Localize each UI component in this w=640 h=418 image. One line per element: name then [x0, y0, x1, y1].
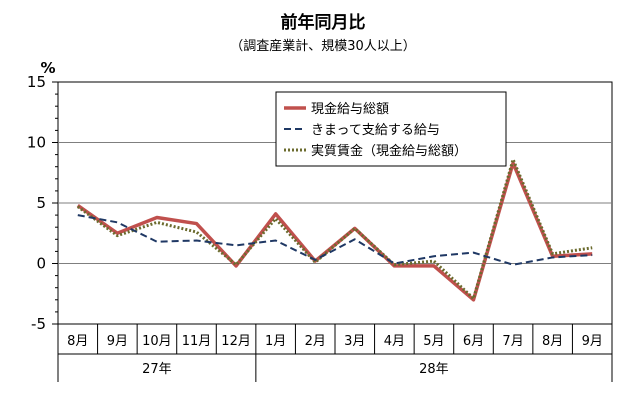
chart-title: 前年同月比 [281, 12, 366, 33]
legend-label-2: きまって支給する給与 [311, 123, 440, 138]
chart-subtitle: （調査産業計、規模30人以上） [230, 38, 416, 54]
x-category-label: 8月 [542, 334, 563, 349]
x-year-label: 28年 [419, 362, 449, 377]
x-category-label: 11月 [182, 334, 212, 349]
x-category-label: 9月 [107, 334, 128, 349]
x-category-label: 12月 [221, 334, 251, 349]
x-category-label: 3月 [344, 334, 365, 349]
x-category-label: 10月 [142, 334, 172, 349]
legend-label-1: 現金給与総額 [311, 101, 389, 117]
y-axis-unit: % [40, 59, 55, 77]
y-tick-label: 10 [27, 134, 46, 152]
x-category-label: 5月 [423, 334, 444, 349]
y-axis: 15 10 5 0 -5 [27, 73, 58, 333]
legend-label-3: 実質賃金（現金給与総額） [311, 143, 467, 159]
series-layer [76, 157, 593, 302]
x-category-label: 8月 [67, 334, 88, 349]
y-tick-label: 5 [36, 194, 46, 212]
x-category-label: 6月 [463, 334, 484, 349]
y-tick-label: 0 [36, 255, 46, 273]
x-category-label: 4月 [384, 334, 405, 349]
x-category-label: 7月 [502, 334, 523, 349]
series-line-3 [76, 157, 593, 301]
x-category-label: 2月 [305, 334, 326, 349]
y-tick-label: -5 [31, 315, 46, 333]
x-year-label: 27年 [142, 362, 172, 377]
x-category-label: 9月 [582, 334, 603, 349]
plot-area [57, 81, 613, 325]
x-axis: 8月 9月 10月 11月 12月 1月 2月 3月 4月 5月 6月 7月 8月 9月 27年 28年 [57, 324, 613, 382]
y-tick-label: 15 [27, 73, 46, 91]
legend-box [275, 91, 507, 167]
series-line-2 [77, 214, 593, 266]
x-category-label: 1月 [265, 334, 286, 349]
